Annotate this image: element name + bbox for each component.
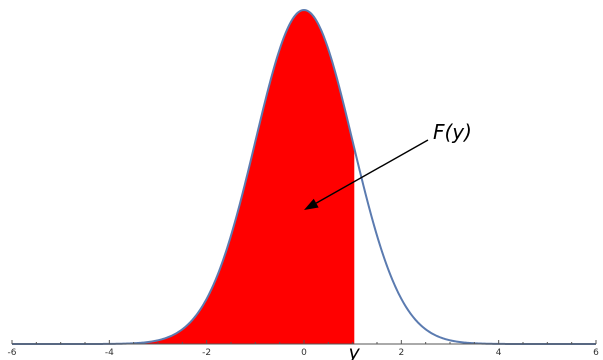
- annotation-label-f-y: F(y): [433, 120, 472, 144]
- x-tick-label: -2: [202, 348, 211, 358]
- shaded-area-layer: [12, 10, 356, 344]
- shaded-area-f-y: [12, 10, 356, 344]
- x-tick-label: -4: [105, 348, 114, 358]
- annotation-arrow-head: [304, 198, 319, 211]
- x-tick-label: 4: [496, 348, 502, 358]
- x-tick-label: -6: [8, 348, 17, 358]
- x-tick-label: 6: [593, 348, 599, 358]
- x-axis: -6 -4 -2 0 2 4 6: [8, 340, 599, 358]
- annotation-arrow-shaft: [315, 139, 429, 204]
- marker-label-y: y: [347, 342, 360, 360]
- annotation-layer: F(y): [304, 120, 472, 211]
- x-tick-label: 0: [301, 348, 307, 358]
- marker-layer: y: [347, 342, 360, 360]
- x-tick-label: 2: [398, 348, 404, 358]
